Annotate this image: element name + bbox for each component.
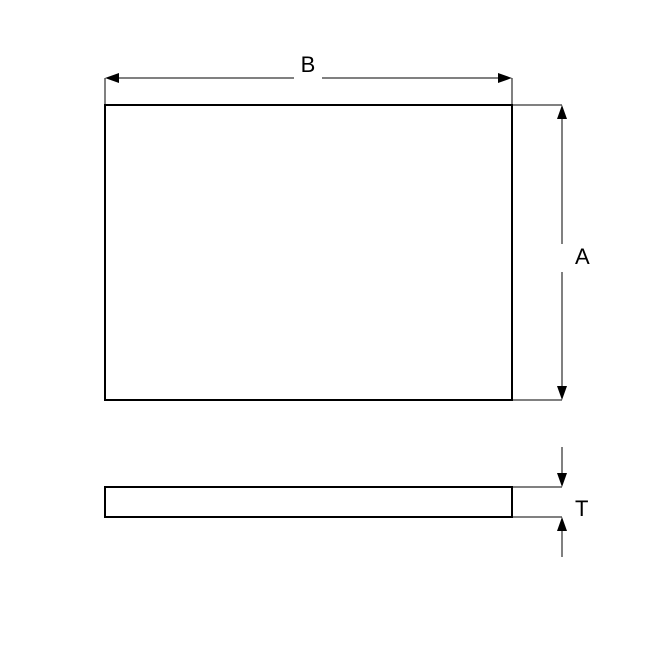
dimension-label-t: T <box>575 496 588 521</box>
dimension-label-a: A <box>575 244 590 269</box>
dimension-label-b: B <box>301 52 316 77</box>
plate-top-view <box>105 105 512 400</box>
dimension-drawing: B A T <box>0 0 670 670</box>
plate-side-view <box>105 487 512 517</box>
